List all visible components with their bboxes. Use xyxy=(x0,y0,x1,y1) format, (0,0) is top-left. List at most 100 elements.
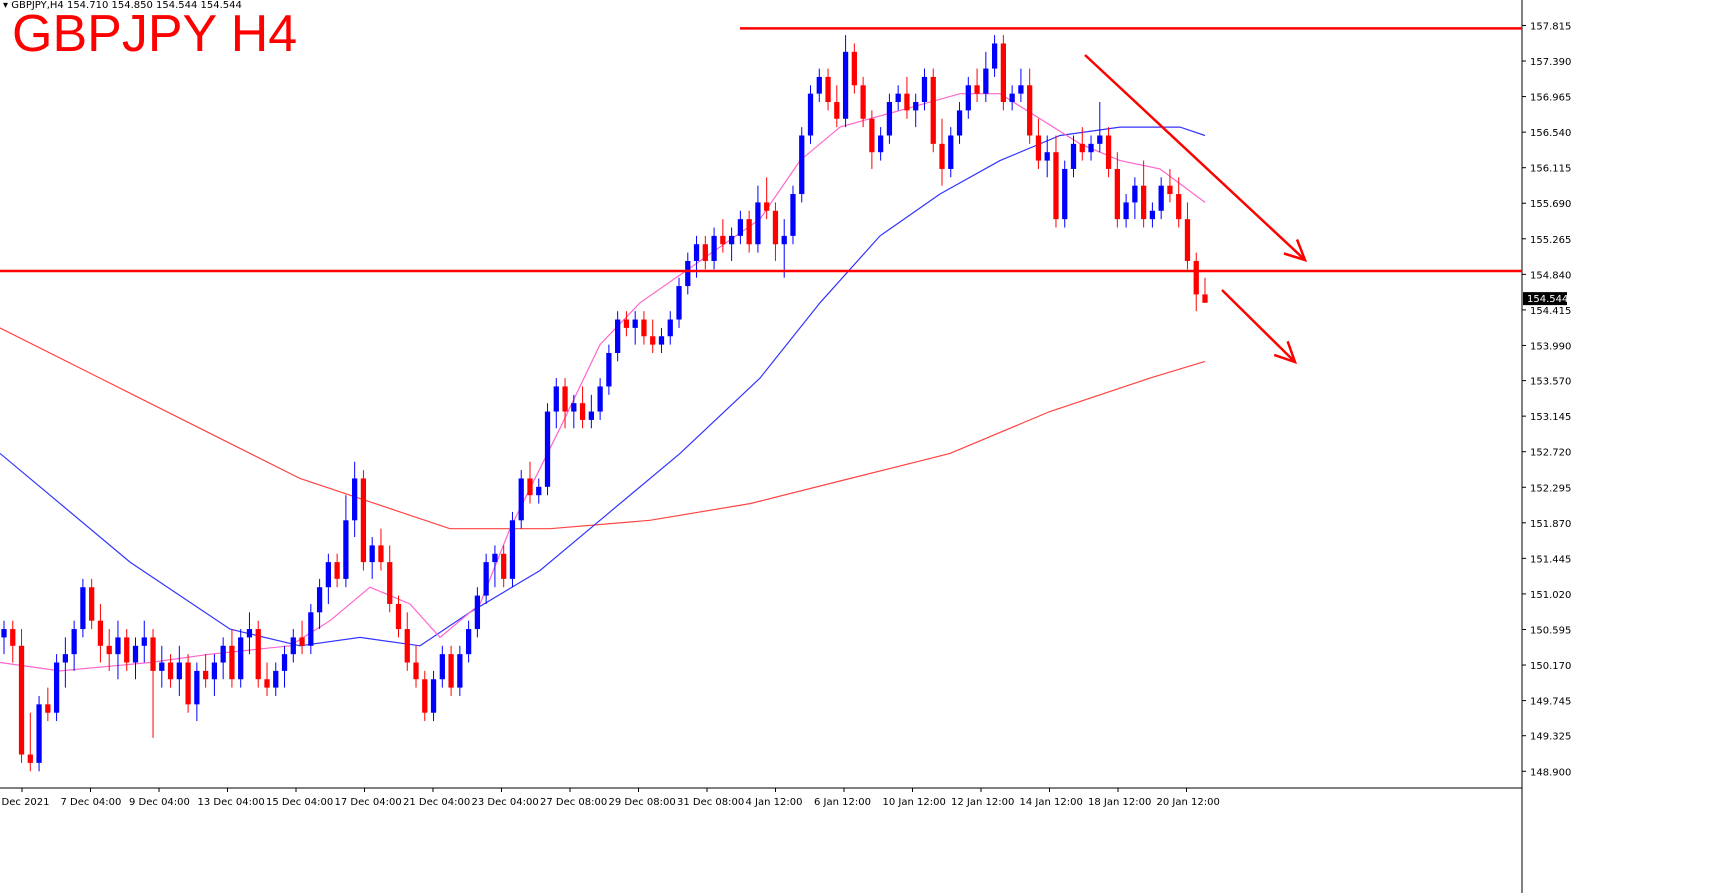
candle xyxy=(685,252,691,295)
candle-body xyxy=(886,102,893,136)
candle-body xyxy=(97,620,104,646)
price-tick-label: 151.445 xyxy=(1530,554,1571,565)
candle xyxy=(1105,127,1112,178)
candle xyxy=(842,35,849,128)
candle xyxy=(299,620,305,655)
candle xyxy=(799,127,805,203)
candle-body xyxy=(159,662,165,671)
candle-body xyxy=(1062,168,1068,220)
down-arrow-head xyxy=(1273,340,1298,365)
price-tick-label: 148.900 xyxy=(1530,767,1571,778)
candle xyxy=(1193,252,1199,312)
price-tick-label: 157.390 xyxy=(1530,57,1571,68)
candle-body xyxy=(465,629,472,655)
candle xyxy=(939,118,945,186)
current-price-tag xyxy=(1523,292,1567,306)
candle-body xyxy=(825,76,831,103)
time-tick-label: 29 Dec 08:00 xyxy=(609,797,676,808)
time-tick-label: 14 Jan 12:00 xyxy=(1020,797,1083,808)
candle xyxy=(579,386,586,429)
candle xyxy=(448,645,454,696)
candle-body xyxy=(1035,135,1042,161)
candle-body xyxy=(176,662,182,680)
candle xyxy=(360,470,367,571)
time-axis: 3 Dec 2021 7 Dec 04:00 9 Dec 04:00 13 Dec 0… xyxy=(0,788,1220,808)
candle-body xyxy=(404,629,410,663)
candle xyxy=(132,637,139,680)
candle xyxy=(141,620,147,663)
price-tick-label: 150.170 xyxy=(1530,661,1571,672)
candle-body xyxy=(1000,43,1007,103)
candle-body xyxy=(1018,85,1024,94)
time-tick-label: 12 Jan 12:00 xyxy=(951,797,1014,808)
candle xyxy=(781,219,787,278)
candle xyxy=(255,620,261,688)
time-tick-label: 9 Dec 04:00 xyxy=(129,797,190,808)
candle-body xyxy=(474,595,481,630)
candle-body xyxy=(501,553,507,579)
time-tick-label: 21 Dec 04:00 xyxy=(403,797,470,808)
candle xyxy=(167,654,174,688)
candle-body xyxy=(1009,93,1015,103)
time-tick-label: 10 Jan 12:00 xyxy=(883,797,946,808)
candle xyxy=(352,461,358,538)
candle xyxy=(728,227,735,261)
candle-body xyxy=(457,654,463,688)
candle-body xyxy=(965,85,971,111)
candle-body xyxy=(509,520,516,579)
candle xyxy=(211,654,218,696)
candle-body xyxy=(334,562,340,579)
candle xyxy=(711,227,717,270)
candle-body xyxy=(579,403,586,420)
candle xyxy=(650,319,656,353)
time-tick-label: 4 Jan 12:00 xyxy=(746,797,803,808)
candle xyxy=(921,68,928,111)
candle-body xyxy=(667,319,673,337)
symbol-line: GBPJPY,H4 154.710 154.850 154.544 154.54… xyxy=(11,0,242,11)
candle-body xyxy=(1053,152,1059,220)
candle-body xyxy=(115,637,121,655)
candle-body xyxy=(711,235,717,261)
candle xyxy=(316,578,323,630)
candle xyxy=(281,645,288,688)
candle-body xyxy=(1097,135,1103,144)
ma-fast-line xyxy=(0,93,1206,672)
candle-body xyxy=(790,194,796,236)
price-tick-label: 153.145 xyxy=(1530,412,1571,423)
candle-body xyxy=(807,93,814,136)
candle-body xyxy=(1070,143,1077,169)
candle xyxy=(1000,35,1007,111)
candle xyxy=(430,670,437,722)
current-price-label: 154.544 xyxy=(1527,294,1568,305)
chart-title: GBPJPY H4 xyxy=(12,5,298,63)
candle-body xyxy=(904,93,910,111)
candle xyxy=(27,712,33,772)
candle xyxy=(764,177,770,220)
candle xyxy=(1088,135,1094,161)
candle-body xyxy=(36,704,42,763)
ma-mid-line xyxy=(0,126,1206,647)
candle-body xyxy=(1141,185,1147,220)
time-tick-label: 15 Dec 04:00 xyxy=(266,797,333,808)
candle xyxy=(1149,202,1156,228)
price-tick-label: 154.840 xyxy=(1530,270,1571,281)
candle-body xyxy=(632,319,638,328)
price-tick-label: 153.570 xyxy=(1530,377,1571,388)
candle xyxy=(658,327,665,353)
candle-body xyxy=(483,562,489,596)
candle xyxy=(720,219,726,253)
candle xyxy=(562,378,568,429)
candle-body xyxy=(1193,260,1199,295)
price-tick-label: 155.690 xyxy=(1530,199,1571,210)
candle xyxy=(483,553,489,604)
candle-body xyxy=(518,478,524,521)
candle xyxy=(1035,118,1042,169)
candle xyxy=(1070,135,1077,178)
candle xyxy=(465,620,472,663)
candle-body xyxy=(921,76,928,103)
candle-body xyxy=(194,670,200,705)
candle-body xyxy=(395,603,402,630)
candle xyxy=(536,478,542,504)
candle-body xyxy=(299,637,305,646)
